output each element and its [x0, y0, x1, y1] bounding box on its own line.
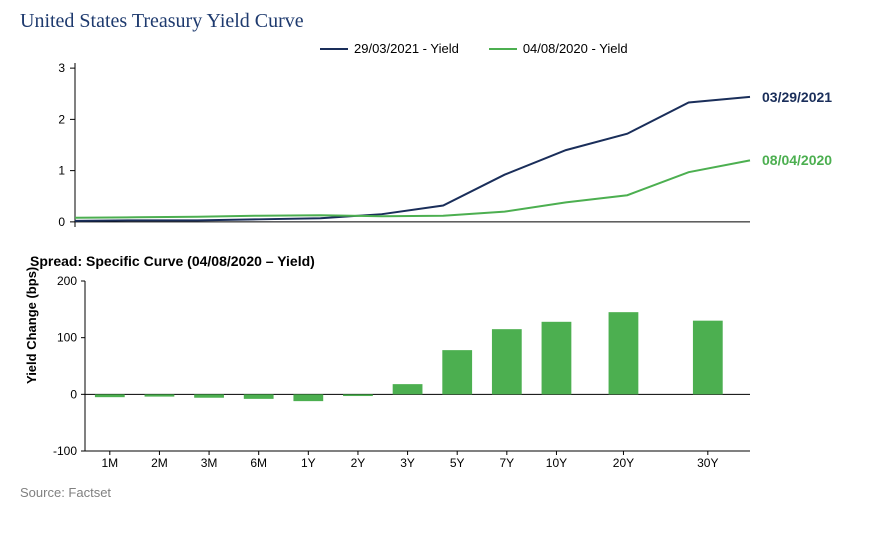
bar-chart-svg: -100 0 100 200 1M 2M 3M 6M 1Y 2Y 3Y 5Y 7Y 10Y 20Y 30Y — [30, 269, 870, 479]
svg-text:3: 3 — [58, 61, 65, 75]
line-chart: 29/03/2021 - Yield 04/08/2020 - Yield 0 1… — [30, 41, 870, 241]
svg-text:6M: 6M — [250, 456, 267, 470]
svg-text:30Y: 30Y — [697, 456, 718, 470]
legend-swatch — [489, 48, 517, 50]
source-attribution: Source: Factset — [20, 485, 863, 500]
svg-text:7Y: 7Y — [499, 456, 514, 470]
svg-text:100: 100 — [57, 331, 77, 345]
svg-text:1M: 1M — [101, 456, 118, 470]
svg-text:200: 200 — [57, 274, 77, 288]
series-annotation: 08/04/2020 — [762, 152, 832, 168]
legend-label: 04/08/2020 - Yield — [523, 41, 628, 56]
svg-text:2: 2 — [58, 112, 65, 126]
svg-text:10Y: 10Y — [546, 456, 567, 470]
svg-text:1: 1 — [58, 164, 65, 178]
svg-text:0: 0 — [58, 215, 65, 229]
legend-swatch — [320, 48, 348, 50]
y-axis-label: Yield Change (bps) — [24, 267, 39, 384]
legend-item: 04/08/2020 - Yield — [489, 41, 628, 56]
svg-text:1Y: 1Y — [301, 456, 316, 470]
svg-text:3Y: 3Y — [400, 456, 415, 470]
svg-text:0: 0 — [70, 387, 77, 401]
bar-chart: Yield Change (bps) -10001002001M2M3M6M1Y… — [30, 269, 870, 479]
svg-text:-100: -100 — [53, 444, 77, 458]
series-annotation: 03/29/2021 — [762, 89, 832, 105]
svg-text:3M: 3M — [201, 456, 218, 470]
line-chart-legend: 29/03/2021 - Yield 04/08/2020 - Yield — [320, 41, 628, 56]
svg-text:2Y: 2Y — [351, 456, 366, 470]
bar-chart-subtitle: Spread: Specific Curve (04/08/2020 – Yie… — [30, 253, 863, 269]
page-title: United States Treasury Yield Curve — [20, 10, 863, 33]
svg-text:5Y: 5Y — [450, 456, 465, 470]
legend-item: 29/03/2021 - Yield — [320, 41, 459, 56]
legend-label: 29/03/2021 - Yield — [354, 41, 459, 56]
svg-text:20Y: 20Y — [613, 456, 634, 470]
line-chart-svg: 0 1 2 3 — [30, 41, 870, 241]
svg-text:2M: 2M — [151, 456, 168, 470]
